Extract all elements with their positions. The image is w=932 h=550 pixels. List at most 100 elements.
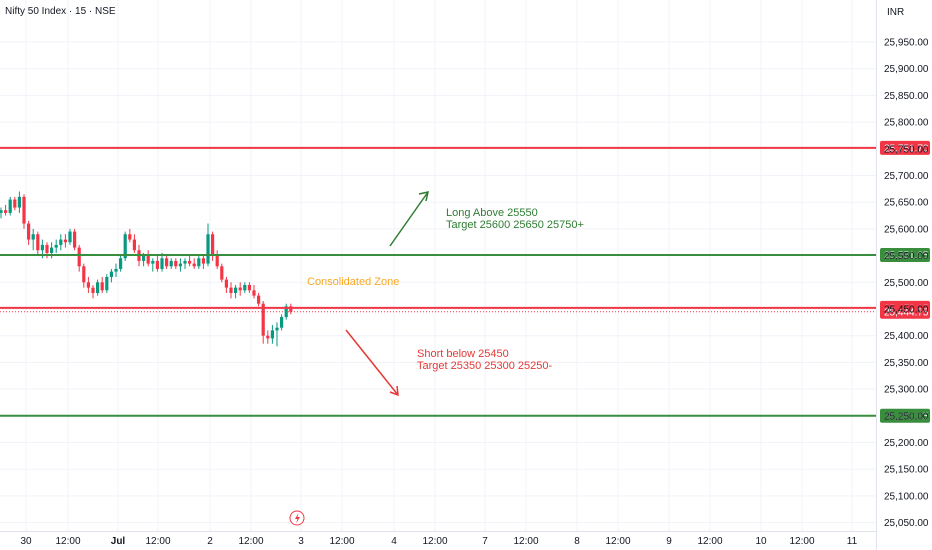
y-tick-label: 25,150.00 — [884, 465, 929, 476]
candle-body — [215, 255, 219, 267]
y-tick-label: 25,200.00 — [884, 438, 929, 449]
candle-body — [275, 327, 279, 331]
candle-body — [224, 279, 228, 288]
candle-body — [63, 239, 67, 243]
candle-body — [73, 231, 77, 248]
x-tick-label: 12:00 — [238, 536, 263, 547]
short-arrow — [345, 329, 399, 396]
level-price-badge — [880, 304, 930, 319]
x-tick-label: 12:00 — [55, 536, 80, 547]
candle-body — [50, 247, 54, 253]
candle-body — [247, 284, 251, 291]
long-arrow — [389, 191, 429, 247]
x-tick-label: Jul — [111, 536, 126, 547]
candle-body — [174, 260, 178, 267]
price-levels: 25,751.7025,551.0525,452.1525,444.7525,2… — [0, 140, 930, 423]
candle-body — [155, 260, 159, 269]
long-signal-text: Long Above 25550 — [446, 207, 538, 219]
candle-body — [266, 335, 270, 339]
candle-body — [280, 317, 284, 328]
candle-body — [22, 196, 26, 224]
candle-body — [201, 258, 205, 264]
x-tick-label: 10 — [755, 536, 767, 547]
candle-body — [4, 210, 8, 213]
candle-body — [114, 268, 118, 272]
x-tick-label: 12:00 — [329, 536, 354, 547]
x-tick-label: 3 — [298, 536, 304, 547]
candle-body — [238, 287, 242, 291]
short-arrow-head — [389, 385, 399, 397]
long-target-text: Target 25600 25650 25750+ — [446, 219, 584, 231]
level-price-badge — [880, 408, 930, 423]
x-tick-label: 8 — [574, 536, 580, 547]
candle-body — [54, 244, 58, 248]
trend-arrows — [345, 191, 429, 397]
y-tick-label: 25,300.00 — [884, 385, 929, 396]
candle-body — [165, 258, 169, 267]
y-tick-label: 25,900.00 — [884, 64, 929, 75]
candle-body — [220, 266, 224, 280]
short-signal-text: Short below 25450 — [417, 348, 509, 360]
candle-body — [59, 239, 63, 245]
candle-body — [77, 247, 81, 267]
candle-body — [27, 223, 31, 240]
candle-body — [36, 234, 40, 251]
x-tick-label: 9 — [666, 536, 672, 547]
candles — [0, 191, 293, 347]
candle-body — [243, 284, 247, 291]
level-price-badge — [880, 140, 930, 155]
y-axis: 25,950.00 25,900.00 25,850.00 25,800.00 25,7… — [876, 0, 929, 550]
y-tick-label: 25,500.00 — [884, 278, 929, 289]
candle-body — [151, 260, 155, 264]
candle-body — [17, 196, 21, 208]
candle-body — [86, 282, 90, 288]
symbol-title[interactable]: Nifty 50 Index · 15 · NSE — [5, 6, 116, 17]
candle-body — [261, 303, 265, 336]
candle-body — [188, 260, 192, 264]
candle-body — [40, 244, 44, 251]
candle-body — [146, 255, 150, 264]
candle-body — [119, 258, 123, 269]
candle-body — [197, 258, 201, 267]
level-price-label: 25,751.70 — [884, 143, 929, 154]
x-tick-label: 7 — [482, 536, 488, 547]
long-arrow-head — [418, 191, 429, 202]
flash-icon[interactable] — [289, 510, 305, 526]
x-tick-label: 12:00 — [422, 536, 447, 547]
y-tick-label: 25,800.00 — [884, 118, 929, 129]
candle-body — [31, 234, 35, 240]
candle-body — [8, 199, 12, 213]
level-price-label: 25,444.75 — [884, 307, 929, 318]
candle-body — [13, 199, 17, 208]
y-tick-label: 25,100.00 — [884, 491, 929, 502]
x-tick-label: 12:00 — [789, 536, 814, 547]
y-tick-label: 25,350.00 — [884, 358, 929, 369]
y-tick-label: 25,850.00 — [884, 91, 929, 102]
candle-body — [229, 287, 233, 293]
y-tick-label: 25,650.00 — [884, 198, 929, 209]
candle-body — [91, 287, 95, 293]
candle-body — [206, 234, 210, 264]
x-tick-label: 12:00 — [605, 536, 630, 547]
short-target-text: Target 25350 25300 25250- — [417, 360, 553, 372]
level-price-badge — [880, 248, 930, 263]
candle-body — [257, 295, 261, 304]
candle-body — [252, 290, 256, 296]
y-tick-label: 25,950.00 — [884, 38, 929, 49]
candle-body — [284, 306, 288, 318]
currency-label[interactable]: INR — [887, 7, 905, 18]
candle-body — [82, 266, 86, 283]
candle-body — [128, 234, 132, 240]
candle-body — [123, 234, 127, 259]
candle-body — [211, 234, 215, 256]
level-price-label: 25,551.05 — [884, 251, 929, 262]
candle-body — [192, 263, 196, 267]
x-tick-label: 30 — [20, 536, 32, 547]
level-price-label: 25,250.05 — [884, 411, 929, 422]
y-tick-label: 25,450.00 — [884, 305, 929, 316]
candle-body — [178, 263, 182, 267]
grid — [0, 0, 876, 531]
candle-body — [45, 244, 49, 253]
candle-body — [0, 210, 3, 213]
